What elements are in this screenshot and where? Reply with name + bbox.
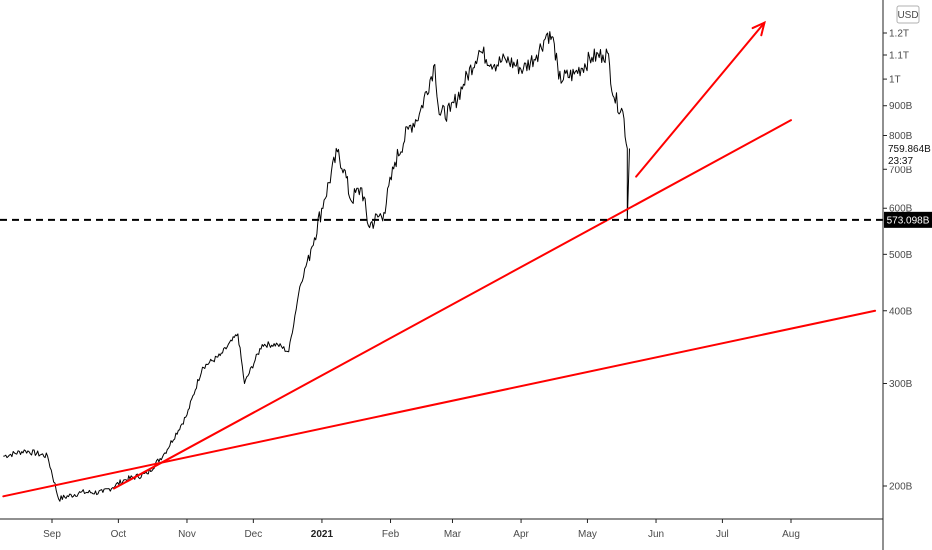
y-tick-label: 600B <box>889 204 913 215</box>
current-price-label: 759.864B <box>888 144 931 155</box>
currency-badge-label: USD <box>897 10 918 21</box>
trend-line-2[interactable] <box>635 21 766 178</box>
currency-badge[interactable] <box>896 5 920 24</box>
y-tick-label: 300B <box>889 379 913 390</box>
x-tick-label: Dec <box>244 529 262 540</box>
trend-arrow-head <box>751 20 766 37</box>
x-tick-label: Jun <box>648 529 664 540</box>
reference-price-tag <box>884 211 932 228</box>
y-tick-label: 700B <box>889 165 913 176</box>
y-tick-label: 400B <box>889 306 913 317</box>
x-tick-label: Jul <box>716 529 729 540</box>
x-tick-label: Sep <box>43 529 61 540</box>
trend-lines[interactable] <box>2 20 877 498</box>
time-axis[interactable]: Sep Oct Nov Dec 2021 Feb Mar Apr May Jun Jul Aug <box>0 518 883 540</box>
y-tick-label: 1.1T <box>889 50 909 61</box>
x-tick-label: Aug <box>782 529 800 540</box>
y-tick-label: 500B <box>889 250 913 261</box>
x-tick-label: Apr <box>513 529 529 540</box>
series-line-0[interactable] <box>3 31 630 502</box>
trend-line-1[interactable] <box>112 119 792 490</box>
y-tick-label: 800B <box>889 131 913 142</box>
y-tick-label: 900B <box>889 101 913 112</box>
y-tick-label: 1.2T <box>889 29 909 40</box>
trend-line-0[interactable] <box>2 309 877 498</box>
x-tick-label: Feb <box>382 529 400 540</box>
countdown-label: 23:37 <box>888 156 913 167</box>
x-tick-label: 2021 <box>311 529 334 540</box>
price-axis[interactable]: USD 200B 300B 400B 500B 600B 700B 800B 900B 1T 1.… <box>882 0 920 550</box>
plot-area[interactable] <box>3 31 630 502</box>
x-tick-label: Nov <box>178 529 196 540</box>
reference-price-label: 573.098B <box>887 215 930 226</box>
current-price-tag <box>884 140 932 167</box>
y-tick-label: 200B <box>889 482 913 493</box>
x-tick-label: Mar <box>444 529 462 540</box>
x-tick-label: May <box>578 529 597 540</box>
x-tick-label: Oct <box>111 529 127 540</box>
y-tick-label: 1T <box>889 75 901 86</box>
